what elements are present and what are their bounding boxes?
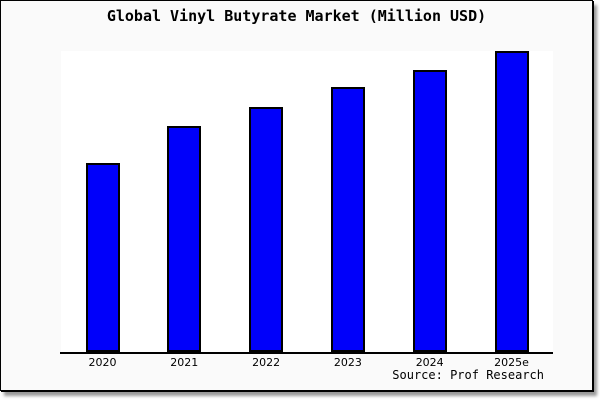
bar-2024 bbox=[412, 70, 447, 352]
x-axis-label-2022: 2022 bbox=[252, 356, 281, 369]
source-credit: Source: Prof Research bbox=[392, 368, 544, 382]
chart-figure: Global Vinyl Butyrate Market (Million US… bbox=[0, 0, 593, 391]
bar-2021 bbox=[167, 126, 202, 352]
plot-area bbox=[60, 51, 553, 354]
x-axis-label-2025e: 2025e bbox=[494, 356, 529, 369]
x-axis-label-2024: 2024 bbox=[415, 356, 444, 369]
x-axis-line bbox=[60, 352, 553, 354]
bar-2023 bbox=[330, 87, 365, 352]
chart-title: Global Vinyl Butyrate Market (Million US… bbox=[106, 7, 487, 25]
x-axis-label-2021: 2021 bbox=[170, 356, 199, 369]
bar-2025e bbox=[494, 51, 529, 352]
bar-2020 bbox=[85, 163, 120, 352]
x-axis-label-2023: 2023 bbox=[333, 356, 362, 369]
bar-2022 bbox=[249, 107, 284, 352]
x-axis-label-2020: 2020 bbox=[88, 356, 117, 369]
